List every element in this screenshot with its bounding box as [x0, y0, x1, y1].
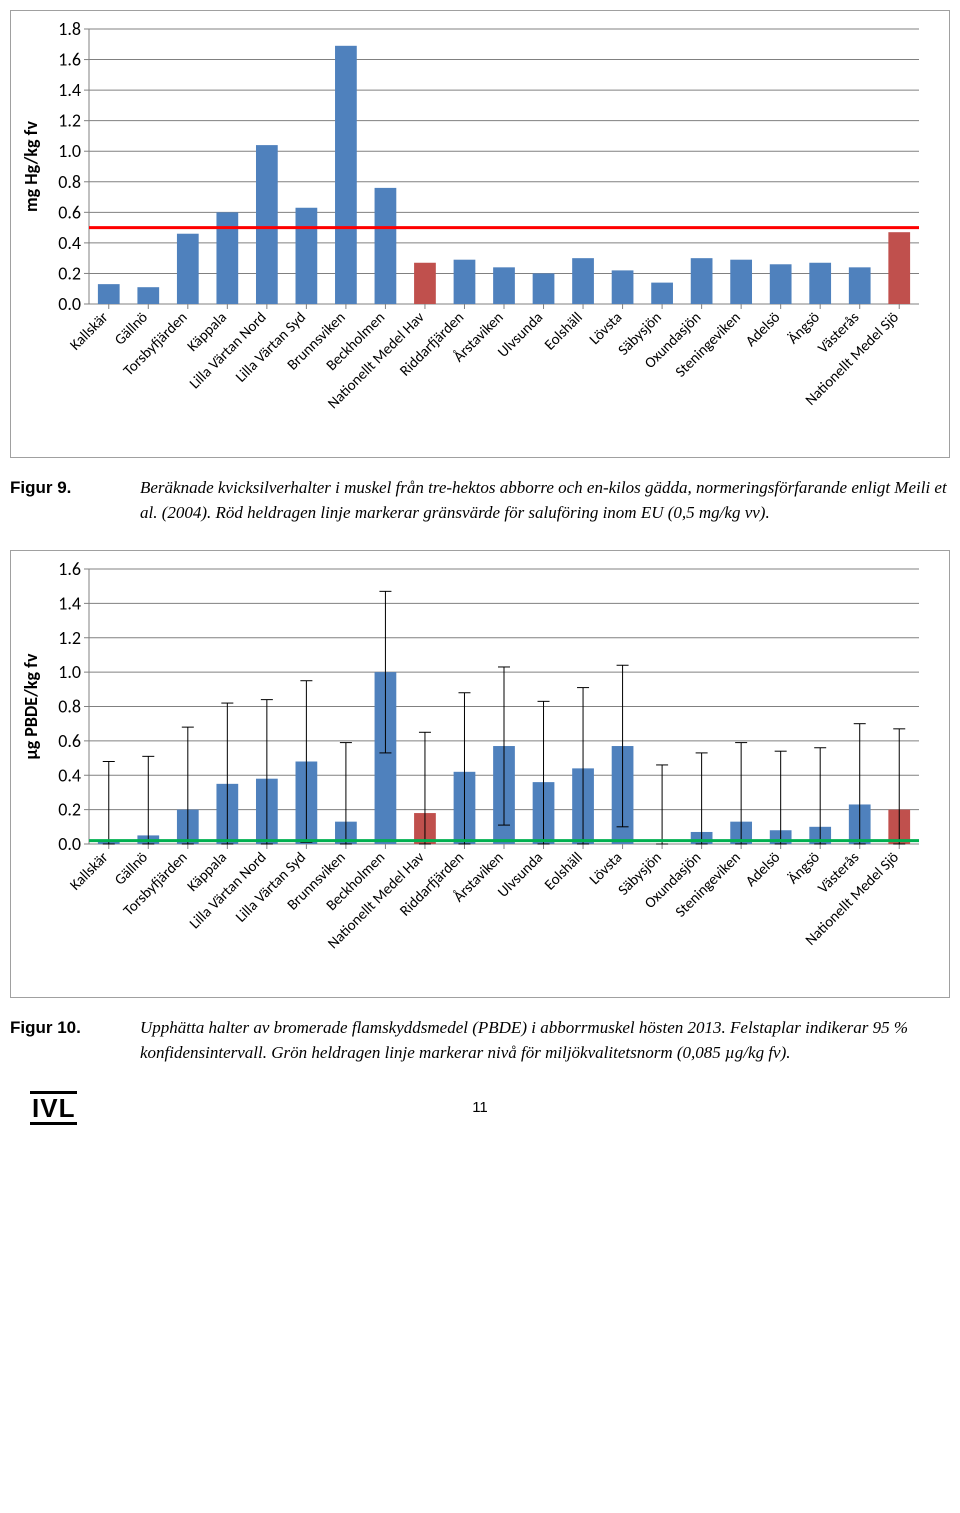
bar	[335, 46, 357, 304]
bar	[137, 287, 159, 304]
y-tick-label: 0.4	[58, 765, 81, 787]
caption-figure-10: Figur 10. Upphätta halter av bromerade f…	[10, 1016, 950, 1065]
bar	[296, 208, 318, 304]
bar	[849, 267, 871, 304]
y-tick-label: 0.0	[58, 833, 81, 855]
category-label: Adelsö	[742, 849, 784, 891]
bar	[612, 270, 634, 304]
category-label: Kallskär	[67, 849, 113, 895]
bar	[809, 263, 831, 304]
y-tick-label: 0.6	[58, 201, 81, 223]
bar	[572, 258, 594, 304]
category-label: Adelsö	[742, 309, 784, 351]
category-label: Eolshäll	[541, 309, 586, 354]
bar	[177, 234, 199, 304]
chart2-svg: 0.00.20.40.60.81.01.21.41.6KallskärGälln…	[19, 559, 929, 989]
y-tick-label: 1.0	[58, 140, 81, 162]
y-tick-label: 0.0	[58, 293, 81, 315]
caption-text: Beräknade kvicksilverhalter i muskel frå…	[140, 476, 950, 525]
y-tick-label: 1.2	[58, 627, 81, 649]
category-label: Kallskär	[67, 309, 113, 355]
page-footer: IVL 11	[10, 1091, 950, 1131]
bar	[493, 267, 515, 304]
y-tick-label: 0.6	[58, 730, 81, 752]
bar	[888, 232, 910, 304]
y-tick-label: 1.6	[58, 559, 81, 580]
caption-text: Upphätta halter av bromerade flamskyddsm…	[140, 1016, 950, 1065]
y-axis-label: mg Hg/kg fv	[20, 121, 42, 213]
bar	[414, 263, 436, 304]
chart1-svg: 0.00.20.40.60.81.01.21.41.61.8KallskärGä…	[19, 19, 929, 449]
y-tick-label: 1.6	[58, 49, 81, 71]
y-tick-label: 0.4	[58, 232, 81, 254]
bar	[98, 284, 120, 304]
bar	[454, 260, 476, 304]
bar	[651, 283, 673, 304]
caption-label: Figur 10.	[10, 1016, 140, 1065]
bar	[216, 212, 238, 304]
y-tick-label: 1.8	[58, 19, 81, 40]
y-tick-label: 0.2	[58, 262, 81, 284]
bar	[375, 188, 397, 304]
y-tick-label: 1.0	[58, 661, 81, 683]
chart1-container: 0.00.20.40.60.81.01.21.41.61.8KallskärGä…	[10, 10, 950, 458]
bar	[730, 260, 752, 304]
bar	[691, 258, 713, 304]
bar	[533, 273, 555, 304]
category-label: Eolshäll	[541, 849, 586, 894]
page-number: 11	[10, 1099, 950, 1116]
bar	[256, 145, 278, 304]
y-axis-label: µg PBDE/kg fv	[20, 653, 42, 759]
bar	[770, 264, 792, 304]
y-tick-label: 1.4	[58, 79, 81, 101]
caption-figure-9: Figur 9. Beräknade kvicksilverhalter i m…	[10, 476, 950, 525]
y-tick-label: 1.2	[58, 110, 81, 132]
caption-label: Figur 9.	[10, 476, 140, 525]
y-tick-label: 1.4	[58, 593, 81, 615]
y-tick-label: 0.2	[58, 799, 81, 821]
y-tick-label: 0.8	[58, 696, 81, 718]
y-tick-label: 0.8	[58, 171, 81, 193]
chart2-container: 0.00.20.40.60.81.01.21.41.6KallskärGälln…	[10, 550, 950, 998]
